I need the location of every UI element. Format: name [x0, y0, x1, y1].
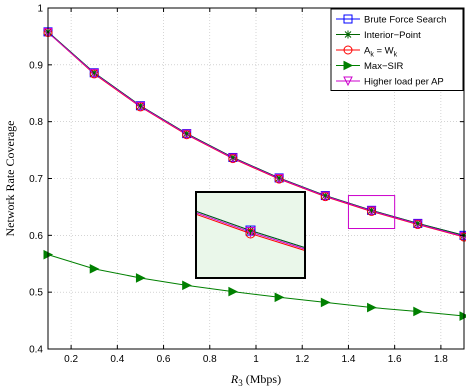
- marker-square: [343, 14, 353, 24]
- x-tick-label: 0.4: [110, 354, 124, 365]
- zoom-rect-layer: [347, 195, 396, 230]
- marker-triangle-down: [89, 68, 100, 79]
- legend-label: Interior−Point: [364, 30, 421, 41]
- y-tick-label: 0.9: [29, 60, 43, 71]
- marker-triangle-down: [343, 76, 353, 87]
- y-tick-label: 0.5: [29, 288, 43, 299]
- legend-label: Ak = Wk: [364, 46, 398, 59]
- marker-circle: [245, 228, 256, 239]
- marker-triangle-right: [89, 264, 100, 274]
- legend-label: Max−SIR: [364, 61, 403, 72]
- marker-triangle-right: [367, 302, 377, 313]
- marker-triangle-right: [413, 306, 423, 317]
- inset-markers: [245, 225, 256, 239]
- marker-star: [344, 30, 352, 39]
- x-tick-label: 0.8: [203, 354, 217, 365]
- legend-entry-2: Ak = Wk: [336, 45, 398, 59]
- marker-triangle-down: [320, 191, 331, 202]
- x-axis-label: R3 (Mbps): [230, 372, 281, 388]
- marker-triangle-down: [412, 219, 423, 230]
- y-tick-label: 0.4: [29, 345, 43, 356]
- tick-layer: 0.2 0.4 0.6 0.8 1 1.2 1.4 1.6 1.8 0.4 0.5 0.6 0.7 0.8…: [29, 4, 464, 365]
- marker-triangle-right: [135, 273, 146, 283]
- y-tick-label: 1: [37, 4, 43, 15]
- x-axis-label-unit: (Mbps): [243, 372, 281, 386]
- x-tick-label: 0.6: [157, 354, 171, 365]
- series-line-3: [47, 254, 465, 317]
- y-axis-label: Network Rate Coverage: [3, 121, 17, 237]
- legend-entry-0: Brute Force Search: [336, 14, 446, 26]
- zoom-inset: [195, 191, 306, 279]
- legend-entry-3: Max−SIR: [336, 60, 403, 72]
- marker-triangle-down: [181, 129, 192, 140]
- legend-label: Higher load per AP: [364, 77, 444, 88]
- x-axis-label-var: R: [230, 372, 239, 386]
- x-tick-label: 1.2: [295, 354, 309, 365]
- marker-triangle-right: [320, 297, 331, 308]
- legend: Brute Force Search Interior−Point Ak = Wk M…: [330, 8, 464, 91]
- inset-frame: [195, 191, 306, 279]
- marker-triangle-down: [366, 206, 377, 217]
- y-tick-label: 0.7: [29, 174, 43, 185]
- y-tick-label: 0.8: [29, 117, 43, 128]
- marker-circle: [343, 45, 353, 55]
- marker-triangle-right: [343, 60, 354, 71]
- x-tick-label: 1.6: [388, 354, 402, 365]
- x-tick-label: 1: [253, 354, 259, 365]
- legend-entry-1: Interior−Point: [336, 30, 421, 41]
- zoom-region-rect: [347, 195, 396, 230]
- marker-triangle-right: [459, 311, 466, 321]
- marker-triangle-down: [228, 153, 238, 164]
- x-tick-label: 0.2: [64, 354, 78, 365]
- legend-label: Brute Force Search: [364, 15, 446, 26]
- marker-triangle-down: [135, 101, 146, 112]
- legend-entry-4: Higher load per AP: [336, 76, 444, 88]
- y-tick-label: 0.6: [29, 231, 43, 242]
- x-tick-label: 1.4: [341, 354, 355, 365]
- x-tick-label: 1.8: [434, 354, 448, 365]
- marker-triangle-right: [182, 280, 192, 291]
- marker-triangle-right: [274, 292, 285, 303]
- marker-triangle-right: [228, 286, 239, 297]
- marker-triangle-down: [274, 174, 284, 184]
- marker-triangle-down: [245, 227, 256, 238]
- x-axis-label-sub: 3: [238, 378, 243, 388]
